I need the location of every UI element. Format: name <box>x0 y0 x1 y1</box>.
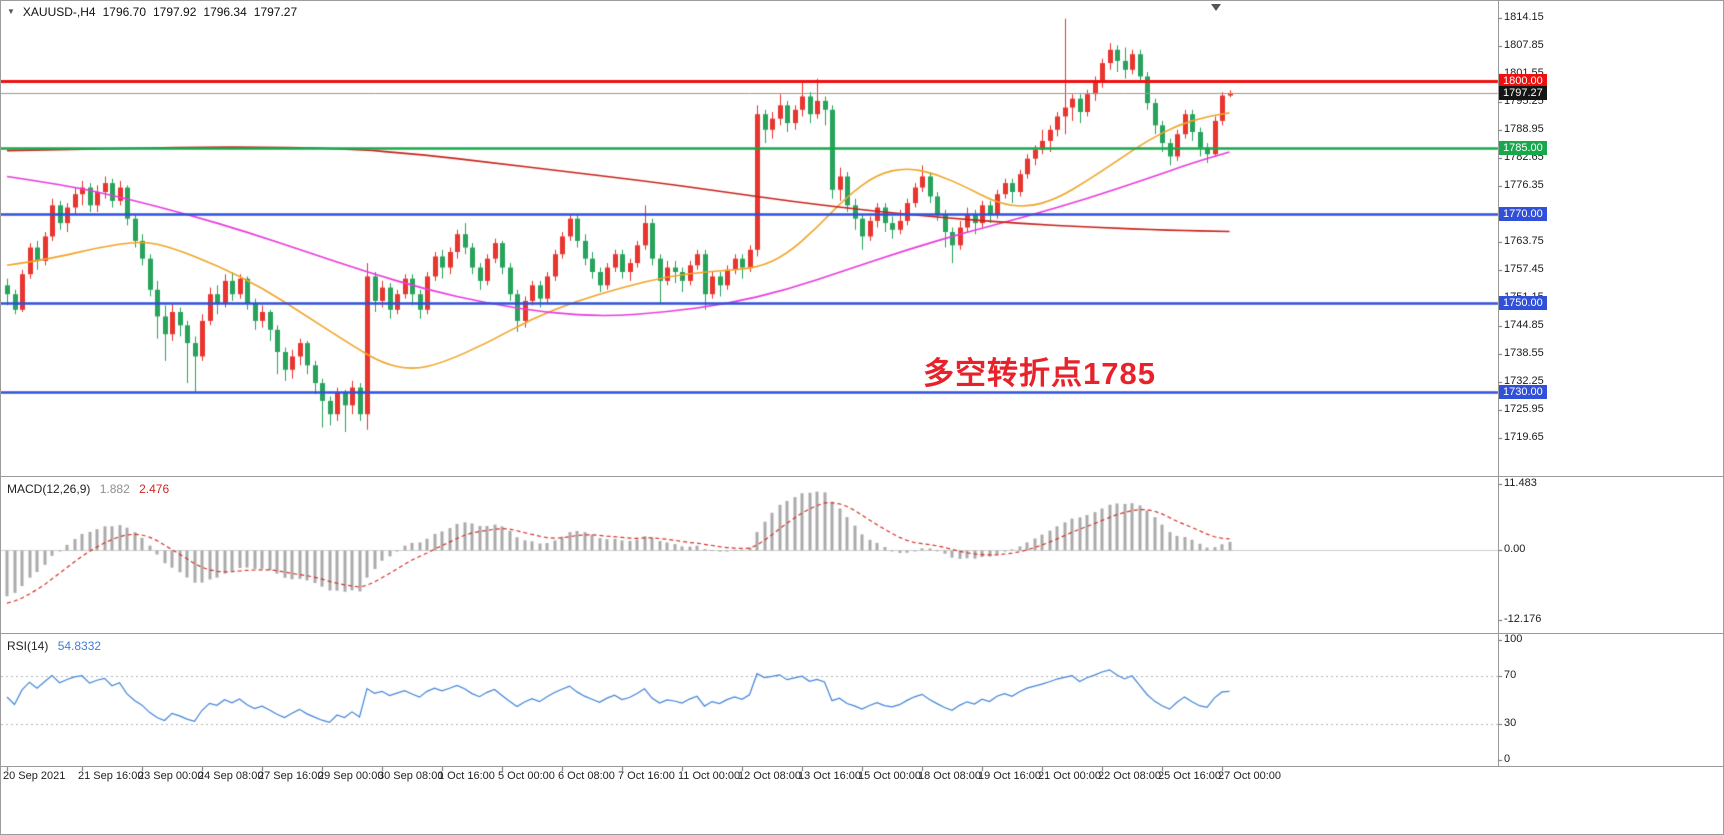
time-label: 19 Oct 16:00 <box>978 770 1041 782</box>
price-tick: 1719.65 <box>1504 431 1544 443</box>
price-tick: 1738.55 <box>1504 347 1544 359</box>
price-tick: 1732.25 <box>1504 375 1544 387</box>
high-value: 1797.92 <box>153 5 197 19</box>
macd-indicator-label: MACD(12,26,9) 1.882 2.476 <box>7 482 175 496</box>
time-label: 21 Oct 00:00 <box>1038 770 1101 782</box>
close-value: 1797.27 <box>253 5 298 19</box>
chart-menu-icon[interactable]: ▼ <box>7 7 15 16</box>
chart-shift-icon[interactable] <box>1211 4 1221 11</box>
time-label: 21 Sep 16:00 <box>78 770 144 782</box>
time-label: 1 Oct 16:00 <box>438 770 495 782</box>
price-level-badge: 1785.00 <box>1499 140 1547 155</box>
time-label: 29 Sep 00:00 <box>318 770 384 782</box>
ohlc-readout: ▼ XAUUSD-,H4 1796.70 1797.92 1796.34 179… <box>7 5 304 19</box>
macd-name: MACD(12,26,9) <box>7 482 91 496</box>
time-label: 30 Sep 08:00 <box>378 770 444 782</box>
time-label: 7 Oct 16:00 <box>618 770 675 782</box>
time-label: 27 Oct 00:00 <box>1218 770 1281 782</box>
time-axis[interactable]: 20 Sep 2021 21 Sep 16:00 23 Sep 00:00 24 Se… <box>1 770 1723 788</box>
time-label: 22 Oct 08:00 <box>1098 770 1161 782</box>
time-label: 20 Sep 2021 <box>3 770 66 782</box>
price-tick: 1776.35 <box>1504 179 1544 191</box>
price-level-badge: 1750.00 <box>1499 296 1547 311</box>
panel-separator <box>1 766 1723 767</box>
time-label: 11 Oct 00:00 <box>678 770 741 782</box>
price-tick: 1814.15 <box>1504 11 1544 23</box>
rsi-indicator-label: RSI(14) 54.8332 <box>7 639 107 653</box>
time-label: 6 Oct 08:00 <box>558 770 615 782</box>
macd-main-value: 1.882 <box>99 482 130 496</box>
time-label: 24 Sep 08:00 <box>198 770 264 782</box>
rsi-name: RSI(14) <box>7 639 49 653</box>
macd-signal-value: 2.476 <box>139 482 170 496</box>
rsi-axis-tick: 100 <box>1504 633 1523 645</box>
panel-separator[interactable] <box>1 633 1723 634</box>
axis-separator <box>1498 1 1499 767</box>
time-label: 5 Oct 00:00 <box>498 770 555 782</box>
panel-separator[interactable] <box>1 476 1723 477</box>
time-label: 23 Sep 00:00 <box>138 770 204 782</box>
price-tick: 1807.85 <box>1504 39 1544 51</box>
symbol-timeframe: XAUUSD-,H4 <box>22 5 96 19</box>
price-tick: 1757.45 <box>1504 263 1544 275</box>
macd-axis-tick: -12.176 <box>1504 613 1542 626</box>
time-label: 25 Oct 16:00 <box>1158 770 1221 782</box>
current-price-badge: 1797.27 <box>1499 86 1547 101</box>
price-level-badge: 1770.00 <box>1499 207 1547 222</box>
price-axis[interactable]: 1814.151807.851801.551795.251788.951782.… <box>1498 1 1723 767</box>
time-label: 27 Sep 16:00 <box>258 770 324 782</box>
macd-axis-tick: 0.00 <box>1504 543 1526 556</box>
time-label: 18 Oct 08:00 <box>918 770 981 782</box>
price-tick: 1763.75 <box>1504 235 1544 247</box>
time-label: 15 Oct 00:00 <box>858 770 921 782</box>
rsi-axis-tick: 0 <box>1504 753 1511 765</box>
price-level-badge: 1800.00 <box>1499 73 1547 88</box>
open-value: 1796.70 <box>102 5 146 19</box>
price-tick: 1744.85 <box>1504 319 1544 331</box>
annotation-text[interactable]: 多空转折点1785 <box>923 356 1156 391</box>
rsi-axis-tick: 70 <box>1504 669 1517 681</box>
price-tick: 1788.95 <box>1504 123 1544 135</box>
price-level-badge: 1730.00 <box>1499 385 1547 399</box>
rsi-value: 54.8332 <box>57 639 102 653</box>
time-label: 13 Oct 16:00 <box>798 770 861 782</box>
low-value: 1796.34 <box>203 5 247 19</box>
macd-axis-tick: 11.483 <box>1504 477 1537 489</box>
rsi-axis-tick: 30 <box>1504 717 1517 729</box>
time-label: 12 Oct 08:00 <box>738 770 801 782</box>
price-tick: 1725.95 <box>1504 403 1544 415</box>
